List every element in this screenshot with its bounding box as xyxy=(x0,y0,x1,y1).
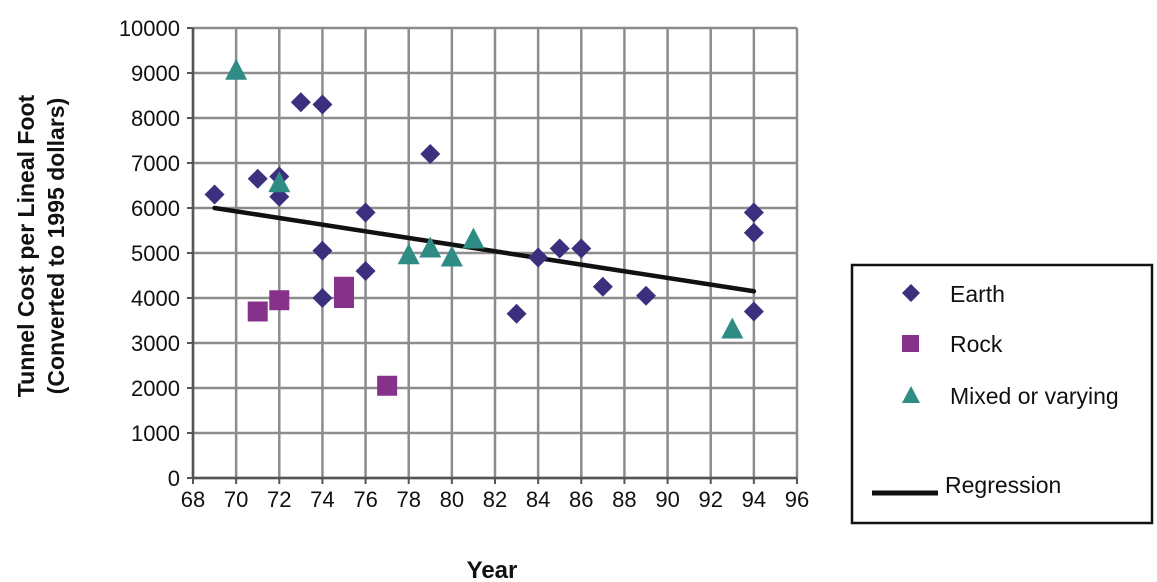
x-tick-labels: 68 70 72 74 76 78 80 82 84 86 88 90 92 94 96 xyxy=(181,487,809,512)
earth-point xyxy=(549,238,570,259)
earth-point xyxy=(312,240,333,261)
x-tick-label: 86 xyxy=(569,487,593,512)
x-tick-label: 72 xyxy=(267,487,291,512)
legend-box xyxy=(850,263,1154,525)
legend-rock-label: Rock xyxy=(950,331,1003,357)
x-tick-label: 94 xyxy=(742,487,766,512)
mixed-or-varying-point xyxy=(397,243,420,265)
y-axis-title-line2: (Converted to 1995 dollars) xyxy=(43,98,69,395)
y-axis-title-line1: Tunnel Cost per Lineal Foot xyxy=(13,94,39,397)
x-tick-label: 80 xyxy=(440,487,464,512)
earth-point xyxy=(743,301,764,322)
earth-point xyxy=(290,92,311,113)
earth-point xyxy=(355,261,376,281)
y-tick-label: 8000 xyxy=(131,106,180,131)
legend-item-regression: Regression xyxy=(872,472,1061,498)
earth-point xyxy=(312,94,333,115)
mixed-or-varying-point xyxy=(268,171,291,193)
rock-point xyxy=(334,288,354,308)
earth-point xyxy=(420,144,441,164)
legend-mixed-label: Mixed or varying xyxy=(950,383,1119,409)
y-tick-label: 1000 xyxy=(131,421,180,446)
y-tick-label: 4000 xyxy=(131,286,180,311)
y-tick-label: 3000 xyxy=(131,331,180,356)
y-tick-label: 5000 xyxy=(131,241,180,266)
earth-point xyxy=(247,168,268,189)
earth-point xyxy=(528,247,549,268)
x-tick-label: 84 xyxy=(526,487,550,512)
y-tick-label: 7000 xyxy=(131,151,180,176)
y-tick-label: 0 xyxy=(168,466,180,491)
x-tick-label: 82 xyxy=(483,487,507,512)
earth-point xyxy=(743,202,764,223)
x-tick-label: 88 xyxy=(612,487,636,512)
legend-mixed-triangle-icon xyxy=(902,386,920,403)
mixed-or-varying-point xyxy=(225,58,248,80)
x-tick-label: 78 xyxy=(396,487,420,512)
x-axis-title: Year xyxy=(467,557,518,582)
grid xyxy=(191,26,799,480)
legend-earth-diamond-icon xyxy=(902,284,920,302)
legend-item-mixed: Mixed or varying xyxy=(902,383,1119,409)
earth-point xyxy=(571,238,592,259)
x-tick-label: 70 xyxy=(224,487,248,512)
mixed-or-varying-point xyxy=(721,317,744,339)
legend-rock-square-icon xyxy=(902,335,919,352)
rock-point xyxy=(377,375,398,396)
y-axis-title: Tunnel Cost per Lineal Foot (Converted t… xyxy=(13,94,69,397)
y-tick-label: 6000 xyxy=(131,196,180,221)
regression-layer xyxy=(212,205,757,294)
regression-line xyxy=(212,205,757,294)
legend-regression-label: Regression xyxy=(945,472,1061,498)
mixed-or-varying-point xyxy=(462,227,485,249)
earth-point xyxy=(312,288,333,308)
x-tick-label: 90 xyxy=(655,487,679,512)
earth-point xyxy=(204,184,225,205)
mixed-or-varying-point xyxy=(419,236,442,258)
x-tick-label: 68 xyxy=(181,487,205,512)
x-tick-label: 96 xyxy=(785,487,809,512)
legend-item-earth: Earth xyxy=(902,281,1005,307)
rock-point xyxy=(269,290,290,311)
earth-point xyxy=(743,222,764,243)
earth-point xyxy=(592,276,613,297)
x-tick-label: 92 xyxy=(698,487,722,512)
earth-point xyxy=(506,303,527,324)
earth-point xyxy=(636,285,656,306)
rock-point xyxy=(247,301,268,322)
earth-point xyxy=(355,202,376,223)
data-points xyxy=(204,58,764,396)
axes xyxy=(187,27,798,484)
mixed-or-varying-point xyxy=(440,245,463,267)
legend: Earth Rock Mixed or varying Regression xyxy=(850,263,1154,525)
y-tick-labels: 0 1000 2000 3000 4000 5000 6000 7000 8000 9000 100… xyxy=(119,16,180,491)
x-tick-label: 76 xyxy=(353,487,377,512)
y-tick-label: 10000 xyxy=(119,16,180,41)
y-tick-label: 9000 xyxy=(131,61,180,86)
legend-earth-label: Earth xyxy=(950,281,1005,307)
y-tick-label: 2000 xyxy=(131,376,180,401)
legend-item-rock: Rock xyxy=(902,331,1003,357)
x-tick-label: 74 xyxy=(310,487,334,512)
